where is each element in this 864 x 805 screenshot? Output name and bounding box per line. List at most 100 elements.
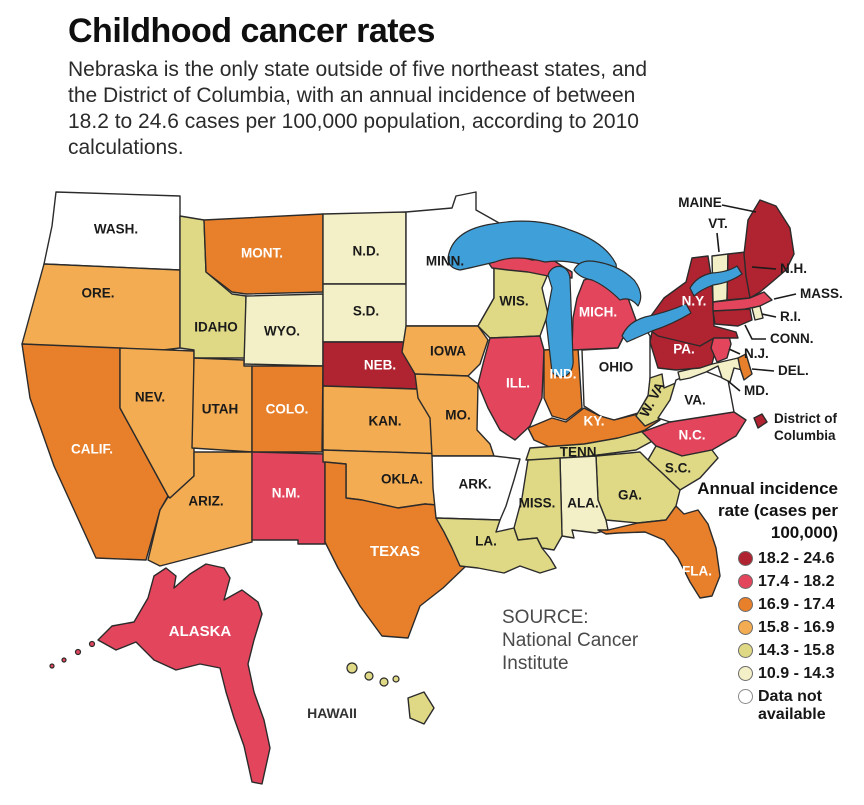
state-label-illinois: ILL.: [506, 376, 530, 391]
callout-label-connecticut: CONN.: [770, 331, 814, 346]
legend-swatch-icon: [738, 620, 753, 635]
state-label-alabama: ALA.: [567, 496, 599, 511]
legend-swatch-icon: [738, 551, 753, 566]
aleutian-island: [74, 648, 82, 656]
state-label-south-dakota: S.D.: [353, 304, 379, 319]
callout-label-maine: MAINE: [678, 195, 722, 210]
legend-item-label: 17.4 - 18.2: [758, 573, 835, 590]
callout-label-new-jersey: N.J.: [744, 346, 769, 361]
page-title: Childhood cancer rates: [68, 12, 435, 50]
state-label-alaska: ALASKA: [169, 623, 232, 640]
legend-item-label: Data not available: [758, 688, 826, 723]
legend-item: 14.3 - 15.8: [738, 642, 840, 660]
callout-line-delaware: [751, 368, 775, 372]
aleutian-island: [88, 640, 96, 648]
state-oregon: [21, 263, 181, 353]
state-label-nebraska: NEB.: [364, 358, 396, 373]
state-label-arizona: ARIZ.: [188, 494, 223, 509]
label-hawaii: HAWAII: [307, 705, 357, 721]
state-label-idaho: IDAHO: [194, 320, 238, 335]
subtitle-line: calculations.: [68, 136, 184, 159]
state-label-georgia: GA.: [618, 488, 642, 503]
state-label-wisconsin: WIS.: [499, 294, 528, 309]
hawaii-island: [346, 662, 358, 674]
state-colorado: [251, 365, 324, 453]
state-label-north-carolina: N.C.: [679, 428, 706, 443]
state-label-tennessee: TENN.: [560, 445, 601, 460]
callout-line-massachusetts: [773, 293, 797, 300]
state-label-kentucky: KY.: [583, 414, 604, 429]
lake-erie: [621, 303, 692, 343]
legend-title-line: rate (cases per: [717, 501, 838, 520]
state-label-montana: MONT.: [241, 246, 283, 261]
aleutian-island: [61, 657, 67, 663]
state-missouri: [414, 373, 495, 457]
legend-rows: 18.2 - 24.6 17.4 - 18.2 16.9 - 17.4 15.8 - …: [738, 550, 840, 724]
source-line: National Cancer: [502, 630, 639, 651]
subtitle-line: the District of Columbia, with an annual…: [68, 84, 636, 107]
state-alaska: [97, 563, 271, 785]
state-label-louisiana: LA.: [475, 534, 497, 549]
aleutian-island: [49, 663, 55, 669]
source-note: SOURCE: National Cancer Institute: [502, 606, 638, 675]
state-hawaii-big-island: [407, 691, 435, 725]
hawaii-island: [392, 675, 400, 683]
state-label-new-york: N.Y.: [682, 294, 707, 309]
state-maine: [743, 199, 795, 299]
state-label-utah: UTAH: [202, 402, 239, 417]
callout-label-rhode-island: R.I.: [780, 309, 801, 324]
callout-line-new-hampshire: [751, 266, 777, 270]
legend-item: Data not available: [738, 688, 840, 724]
state-label-california: CALIF.: [71, 442, 113, 457]
state-label-pennsylvania: PA.: [673, 342, 695, 357]
callout-line-vermont: [716, 232, 720, 253]
state-delaware: [737, 353, 753, 381]
state-label-north-dakota: N.D.: [353, 244, 380, 259]
callout-label-massachusetts: MASS.: [800, 286, 843, 301]
subtitle-line: 18.2 to 24.6 cases per 100,000 populatio…: [68, 110, 639, 133]
source-line: Institute: [502, 653, 569, 674]
header: Childhood cancer rates Nebraska is the o…: [68, 12, 798, 161]
state-label-arkansas: ARK.: [459, 477, 492, 492]
legend-item-label: 10.9 - 14.3: [758, 665, 835, 682]
state-label-colorado: COLO.: [266, 402, 309, 417]
state-label-oklahoma: OKLA.: [381, 472, 423, 487]
state-label-iowa: IOWA: [430, 344, 466, 359]
callout-line-new-jersey: [728, 348, 741, 355]
legend-swatch-icon: [738, 597, 753, 612]
state-label-nevada: NEV.: [135, 390, 165, 405]
label-district-of-columbia-2: Columbia: [774, 428, 836, 443]
legend-item: 10.9 - 14.3: [738, 665, 840, 683]
state-label-florida: FLA.: [682, 564, 712, 579]
legend-item-label: 18.2 - 24.6: [758, 550, 835, 567]
state-west-virginia: [635, 373, 679, 427]
state-label-kansas: KAN.: [369, 414, 402, 429]
state-louisiana: [435, 517, 557, 574]
state-label-oregon: ORE.: [81, 286, 114, 301]
callout-label-vermont: VT.: [708, 216, 728, 231]
legend-item: 17.4 - 18.2: [738, 573, 840, 591]
state-label-mississippi: MISS.: [519, 496, 556, 511]
hawaii-island: [379, 677, 389, 687]
state-connecticut: [712, 308, 753, 327]
label-district-of-columbia-1: District of: [774, 411, 838, 426]
subtitle-line: Nebraska is the only state outside of fi…: [68, 58, 647, 81]
callout-label-maryland: MD.: [744, 383, 769, 398]
callout-label-new-hampshire: N.H.: [780, 261, 807, 276]
state-label-texas: TEXAS: [370, 543, 420, 560]
state-label-wyoming: WYO.: [264, 324, 300, 339]
legend-swatch-icon: [738, 666, 753, 681]
lake-huron: [573, 260, 642, 307]
callout-line-maryland: [727, 380, 741, 392]
legend-title-line: Annual incidence: [697, 479, 838, 498]
callout-line-rhode-island: [761, 313, 777, 318]
legend-item-label: 14.3 - 15.8: [758, 642, 835, 659]
state-arkansas: [431, 455, 521, 521]
state-label-minnesota: MINN.: [426, 254, 464, 269]
callout-line-connecticut: [744, 324, 766, 340]
state-label-michigan: MICH.: [579, 305, 617, 320]
state-illinois: [477, 335, 545, 441]
state-label-ohio: OHIO: [599, 360, 634, 375]
legend-item: 15.8 - 16.9: [738, 619, 840, 637]
